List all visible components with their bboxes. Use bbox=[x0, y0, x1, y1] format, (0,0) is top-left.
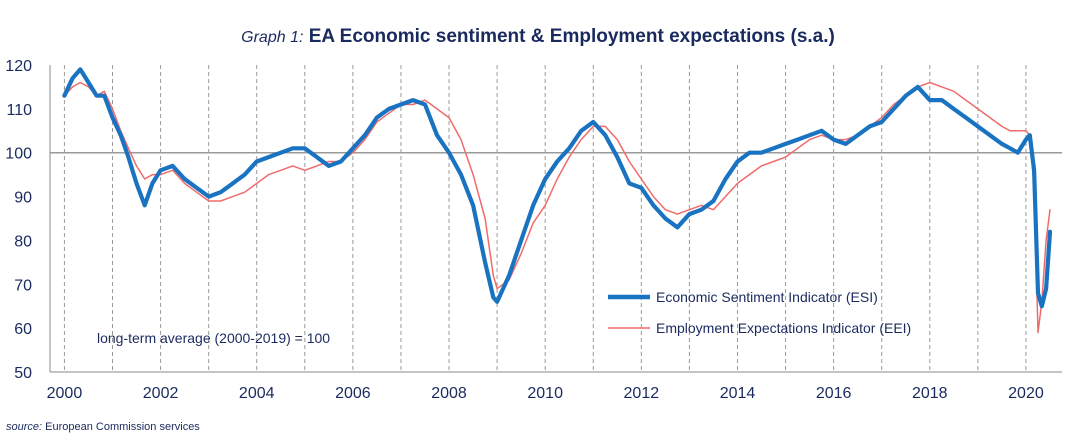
title-main: EA Economic sentiment & Employment expec… bbox=[308, 26, 835, 47]
x-tick-label-2014: 2014 bbox=[720, 385, 756, 402]
x-tick-label-2006: 2006 bbox=[335, 385, 371, 402]
y-tick-label-120: 120 bbox=[5, 58, 32, 75]
source-text: European Commission services bbox=[45, 421, 200, 433]
x-tick-label-2012: 2012 bbox=[624, 385, 660, 402]
series-line-esi bbox=[62, 67, 1053, 309]
source-note: source: European Commission services bbox=[6, 421, 200, 433]
legend-esi-label: Economic Sentiment Indicator (ESI) bbox=[656, 289, 878, 305]
x-tick-label-2018: 2018 bbox=[912, 385, 948, 402]
long-term-average-annotation: long-term average (2000-2019) = 100 bbox=[97, 330, 330, 346]
legend-eei-label: Employment Expectations Indicator (EEI) bbox=[656, 320, 911, 336]
x-tick-label-2004: 2004 bbox=[239, 385, 275, 402]
source-label: source: bbox=[6, 421, 43, 433]
axis-layer: 50 60 70 80 90 100 110 120 2000 2002 2004 2006 2008 2… bbox=[5, 58, 1062, 402]
y-tick-label-70: 70 bbox=[14, 277, 32, 294]
legend: Economic Sentiment Indicator (ESI) Emplo… bbox=[608, 289, 911, 336]
x-tick-label-2002: 2002 bbox=[143, 385, 179, 402]
y-tick-label-100: 100 bbox=[5, 146, 32, 163]
y-tick-label-110: 110 bbox=[6, 102, 32, 119]
x-tick-label-2020: 2020 bbox=[1008, 385, 1044, 402]
chart-title: Graph 1: EA Economic sentiment & Employm… bbox=[0, 26, 1076, 48]
x-tick-label-2010: 2010 bbox=[527, 385, 563, 402]
x-tick-label-2016: 2016 bbox=[816, 385, 852, 402]
series-line-eei bbox=[63, 81, 1051, 334]
y-tick-label-50: 50 bbox=[14, 365, 32, 382]
y-tick-label-80: 80 bbox=[14, 233, 32, 250]
series-layer bbox=[62, 67, 1053, 334]
x-tick-label-2008: 2008 bbox=[431, 385, 467, 402]
x-tick-label-2000: 2000 bbox=[47, 385, 83, 402]
y-tick-label-90: 90 bbox=[14, 190, 32, 207]
title-prefix: Graph 1: bbox=[241, 29, 304, 46]
y-tick-label-60: 60 bbox=[14, 321, 32, 338]
grid-layer bbox=[50, 65, 1062, 372]
